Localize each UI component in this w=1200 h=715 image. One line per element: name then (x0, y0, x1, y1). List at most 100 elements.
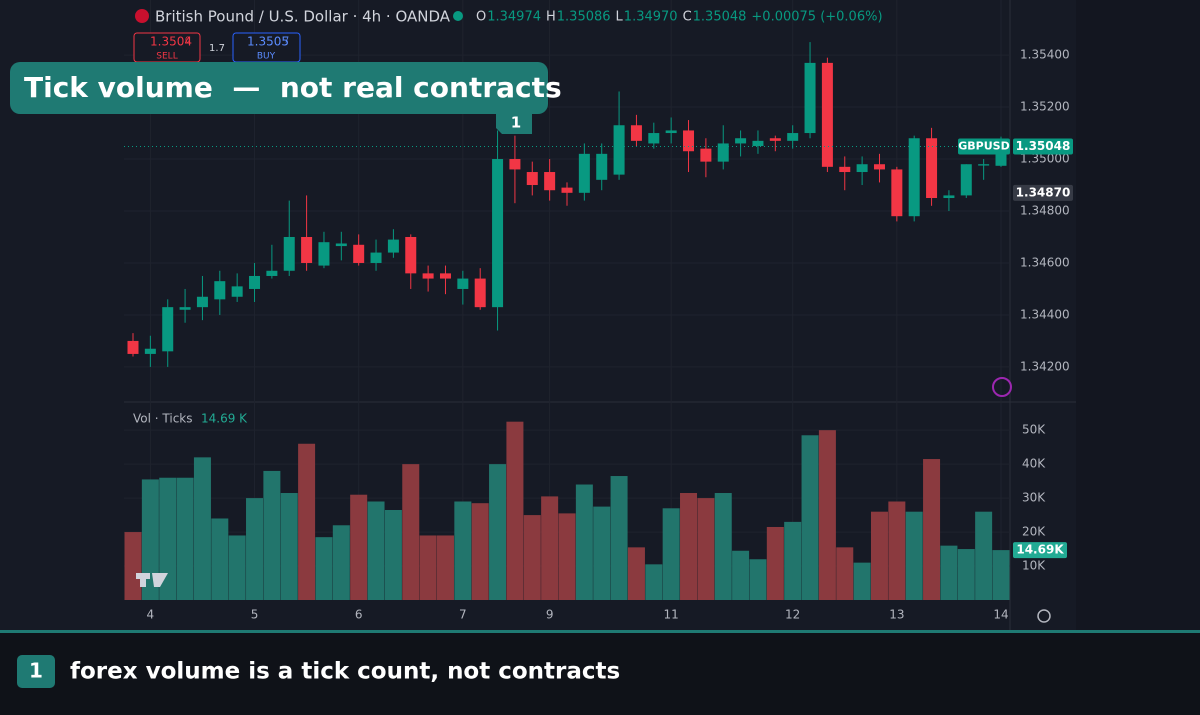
vol-last-badge (1013, 542, 1067, 559)
volume-bar (714, 493, 732, 600)
vol-tick-label: 50K (1022, 423, 1046, 437)
vol-last-label: 14.69K (1016, 543, 1064, 557)
candle-body (439, 273, 451, 279)
volume-bar (801, 435, 819, 600)
candle-body (613, 125, 625, 175)
volume-bar (402, 464, 420, 600)
price-line-badge (1013, 184, 1073, 201)
footer-rule (0, 630, 1200, 633)
volume-bar (905, 511, 923, 600)
sell-price: 1.3504 (150, 35, 192, 49)
candle-body (492, 159, 504, 308)
candle-body (387, 239, 399, 253)
volume-bar (280, 493, 298, 600)
candle-body (995, 146, 1007, 166)
candle-body (804, 62, 816, 134)
x-tick-label: 5 (251, 608, 259, 622)
ohlc-key: L (616, 10, 624, 25)
y-tick-label: 1.34600 (1020, 255, 1070, 269)
volume-bar (211, 518, 229, 600)
candle-body (422, 273, 434, 279)
candle-body (405, 236, 417, 274)
candle-body (526, 172, 538, 186)
candle-body (873, 164, 885, 170)
candle-body (266, 270, 278, 276)
callout-text: Tick volume — not real contracts (24, 71, 562, 104)
candle-body (127, 340, 139, 354)
volume-bar (645, 564, 663, 600)
settings-icon[interactable] (1037, 609, 1051, 623)
x-tick-label: 6 (355, 608, 363, 622)
y-tick-label: 1.35000 (1020, 152, 1070, 166)
spread: 1.7 (209, 43, 225, 54)
volume-bar (419, 535, 437, 600)
volume-bar (436, 535, 454, 600)
volume-bar (350, 494, 368, 600)
volume-bar (523, 515, 541, 600)
volume-bar (315, 537, 333, 600)
ohlc-value: 1.35086 (557, 10, 611, 25)
volume-bar (124, 532, 142, 600)
candle-body (856, 164, 868, 173)
symbol-badge (958, 138, 1010, 155)
volume-bar (593, 506, 611, 600)
candle-body (561, 187, 573, 193)
candle-body (196, 296, 208, 308)
last-price-badge (1013, 138, 1073, 155)
volume-bar (957, 549, 975, 600)
volume-bar (176, 477, 194, 600)
candle-body (717, 143, 729, 162)
x-tick-label: 4 (147, 608, 155, 622)
x-tick-label: 9 (546, 608, 554, 622)
alert-icon[interactable] (992, 377, 1012, 397)
flag-icon (135, 9, 149, 23)
candle-body (318, 242, 330, 266)
candle-body (335, 243, 347, 247)
candle-body (891, 169, 903, 217)
x-tick-label: 11 (664, 608, 679, 622)
volume-bar (870, 511, 888, 600)
candle-body (821, 62, 833, 167)
volume-bar (784, 521, 802, 600)
market-status (453, 11, 463, 21)
volume-bar (541, 496, 559, 600)
candle-body (839, 166, 851, 173)
ohlc-value: 1.34970 (624, 10, 678, 25)
volume-bar (489, 464, 507, 600)
candle-body (630, 125, 642, 141)
volume-bar (384, 509, 402, 600)
volume-bar (836, 547, 854, 600)
ohlc-key: C (683, 10, 692, 25)
volume-bar (558, 513, 576, 600)
candle-body (509, 159, 521, 170)
candle-body (943, 195, 955, 199)
candle-body (179, 307, 191, 310)
candle-body (769, 138, 781, 141)
volume-bar (159, 477, 177, 600)
volume-bar (749, 559, 767, 600)
candle-body (960, 164, 972, 196)
candle-body (214, 281, 226, 300)
callout-marker: 1 (511, 114, 521, 132)
logo (136, 573, 168, 587)
volume-bar (697, 498, 715, 600)
volume-bar (766, 526, 784, 600)
candle-body (370, 252, 382, 263)
x-tick-label: 13 (889, 608, 904, 622)
price-line-label: 1.34870 (1016, 185, 1071, 199)
volume-bar (575, 484, 593, 600)
buy-label: BUY (257, 52, 276, 62)
volume-bar (506, 421, 524, 600)
ohlc-value: 1.34974 (487, 10, 541, 25)
volume-bar (888, 501, 906, 600)
volume-bar (940, 545, 958, 600)
candle-body (578, 153, 590, 193)
sell-sup: 0 (185, 36, 190, 45)
ohlc-key: H (546, 10, 556, 25)
vol-title: Vol · Ticks (133, 412, 193, 426)
candle-body (683, 130, 695, 152)
candle-body (283, 236, 295, 271)
candle-body (544, 172, 556, 191)
candle-body (144, 348, 156, 354)
